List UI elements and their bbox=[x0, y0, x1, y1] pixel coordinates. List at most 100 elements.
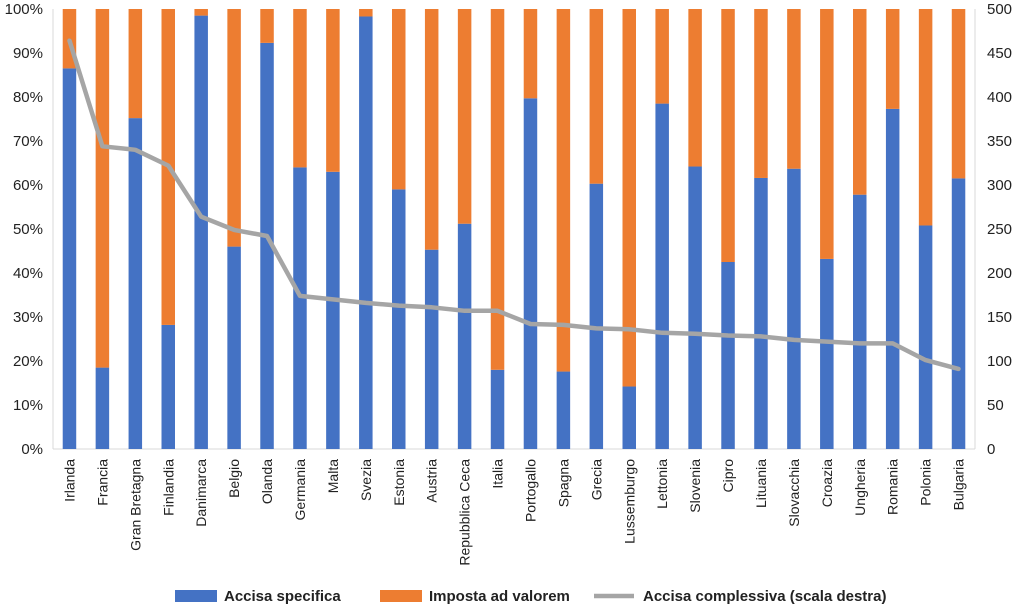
left-tick-label: 40% bbox=[13, 265, 43, 282]
line-point bbox=[529, 323, 531, 325]
legend-label: Accisa complessiva (scala destra) bbox=[643, 588, 886, 605]
category-label: Austria bbox=[424, 459, 440, 503]
bar-imposta-ad-valorem bbox=[787, 9, 801, 169]
right-tick-label: 450 bbox=[987, 45, 1012, 62]
right-tick-label: 200 bbox=[987, 265, 1012, 282]
legend-swatch bbox=[175, 590, 217, 602]
legend: Accisa specifica Imposta ad valorem Accisa… bbox=[175, 588, 886, 605]
bar-accisa-specifica bbox=[885, 108, 900, 449]
line-point bbox=[694, 333, 696, 335]
line-point bbox=[859, 342, 861, 344]
bar-imposta-ad-valorem bbox=[721, 9, 735, 262]
right-tick-label: 100 bbox=[987, 353, 1012, 370]
line-point bbox=[497, 310, 499, 312]
category-label: Slovacchia bbox=[786, 459, 802, 527]
line-point bbox=[431, 306, 433, 308]
category-label: Cipro bbox=[720, 459, 736, 493]
bars bbox=[62, 9, 966, 450]
bar-accisa-specifica bbox=[490, 369, 505, 449]
bar-accisa-specifica bbox=[95, 367, 110, 449]
bar-imposta-ad-valorem bbox=[326, 9, 340, 172]
category-label: Repubblica Ceca bbox=[457, 459, 473, 566]
bar-imposta-ad-valorem bbox=[622, 9, 636, 387]
category-label: Lituania bbox=[753, 459, 769, 508]
bar-accisa-specifica bbox=[853, 194, 867, 449]
left-tick-label: 0% bbox=[21, 441, 43, 458]
category-label: Belgio bbox=[226, 459, 242, 498]
bar-accisa-specifica bbox=[951, 178, 966, 449]
category-label: Germania bbox=[292, 459, 308, 521]
bar-accisa-specifica bbox=[721, 262, 735, 449]
bar-accisa-specifica bbox=[128, 118, 143, 450]
line-point bbox=[233, 229, 235, 231]
right-tick-label: 350 bbox=[987, 133, 1012, 150]
right-tick-label: 150 bbox=[987, 309, 1012, 326]
category-label: Gran Bretagna bbox=[127, 459, 143, 551]
bar-imposta-ad-valorem bbox=[128, 9, 143, 119]
line-point bbox=[727, 334, 729, 336]
bar-accisa-specifica bbox=[62, 68, 77, 450]
line-point bbox=[365, 302, 367, 304]
line-point bbox=[826, 341, 828, 343]
bar-accisa-specifica bbox=[589, 183, 604, 449]
bar-imposta-ad-valorem bbox=[260, 9, 274, 43]
line-accisa-complessiva bbox=[67, 38, 961, 372]
bar-accisa-specifica bbox=[194, 15, 208, 449]
bar-accisa-specifica bbox=[293, 167, 307, 449]
category-label: Slovenia bbox=[687, 459, 703, 513]
bar-imposta-ad-valorem bbox=[95, 9, 110, 368]
line-point bbox=[266, 235, 268, 237]
legend-label: Imposta ad valorem bbox=[429, 588, 570, 605]
bar-accisa-specifica bbox=[424, 249, 439, 449]
bar-imposta-ad-valorem bbox=[359, 9, 373, 17]
line-point bbox=[464, 310, 466, 312]
line-point bbox=[892, 342, 894, 344]
line-point bbox=[958, 368, 960, 370]
bar-imposta-ad-valorem bbox=[688, 9, 702, 167]
category-label: Lussemburgo bbox=[621, 459, 637, 544]
bar-accisa-specifica bbox=[523, 98, 538, 449]
right-tick-label: 400 bbox=[987, 89, 1012, 106]
left-tick-label: 20% bbox=[13, 353, 43, 370]
category-axis: Irlanda Francia Gran Bretagna Finlandia Dani… bbox=[61, 459, 966, 566]
left-tick-label: 100% bbox=[5, 1, 43, 18]
bar-imposta-ad-valorem bbox=[392, 9, 406, 190]
left-tick-label: 60% bbox=[13, 177, 43, 194]
line-point bbox=[595, 327, 597, 329]
right-tick-label: 0 bbox=[987, 441, 995, 458]
line-point bbox=[562, 324, 564, 326]
bar-imposta-ad-valorem bbox=[655, 9, 669, 104]
left-tick-label: 50% bbox=[13, 221, 43, 238]
bar-imposta-ad-valorem bbox=[556, 9, 571, 372]
left-tick-label: 30% bbox=[13, 309, 43, 326]
line-point bbox=[398, 305, 400, 307]
category-label: Portogallo bbox=[522, 459, 538, 522]
line-point bbox=[299, 295, 301, 297]
bar-accisa-specifica bbox=[457, 223, 472, 449]
category-label: Spagna bbox=[555, 459, 571, 507]
bar-imposta-ad-valorem bbox=[227, 9, 241, 247]
line-point bbox=[101, 145, 103, 147]
line-point bbox=[628, 328, 630, 330]
line-point bbox=[200, 216, 202, 218]
category-label: Finlandia bbox=[160, 459, 176, 516]
bar-imposta-ad-valorem bbox=[853, 9, 867, 195]
category-label: Bulgaria bbox=[951, 459, 967, 511]
bar-imposta-ad-valorem bbox=[194, 9, 208, 16]
bar-accisa-specifica bbox=[918, 225, 933, 449]
bar-accisa-specifica bbox=[556, 371, 571, 449]
left-tick-label: 70% bbox=[13, 133, 43, 150]
right-axis: 0 50 100 150 200 250 300 350 400 450 500 bbox=[974, 1, 1012, 458]
bar-imposta-ad-valorem bbox=[457, 9, 472, 224]
bar-imposta-ad-valorem bbox=[424, 9, 439, 250]
bar-imposta-ad-valorem bbox=[754, 9, 768, 178]
category-label: Svezia bbox=[358, 459, 374, 501]
bar-accisa-specifica bbox=[655, 103, 669, 449]
category-label: Italia bbox=[490, 459, 506, 489]
legend-swatch bbox=[380, 590, 422, 602]
left-tick-label: 90% bbox=[13, 45, 43, 62]
bar-accisa-specifica bbox=[392, 189, 406, 449]
category-label: Danimarca bbox=[193, 459, 209, 527]
bar-imposta-ad-valorem bbox=[951, 9, 966, 179]
bar-accisa-specifica bbox=[326, 171, 340, 450]
